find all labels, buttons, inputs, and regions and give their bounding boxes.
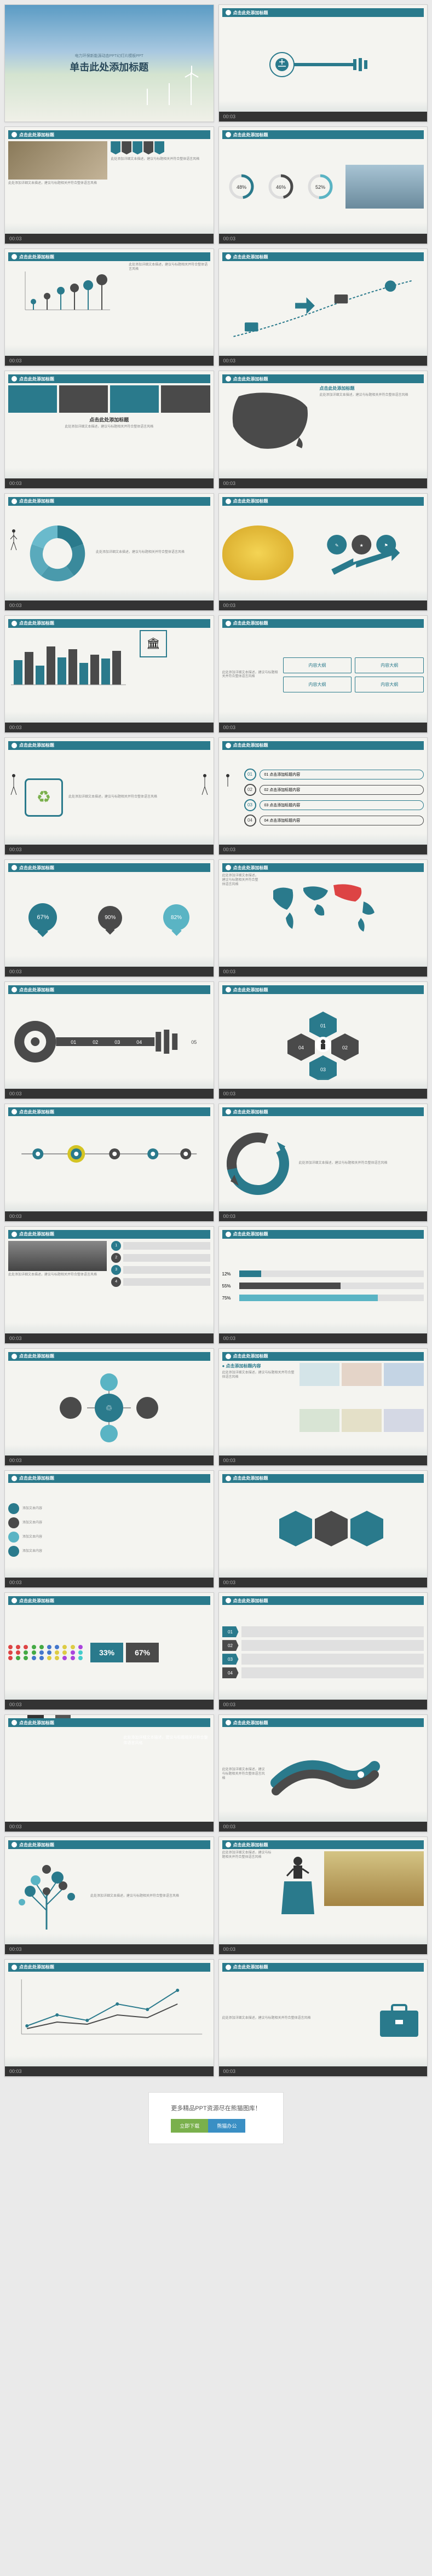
slide-2[interactable]: 点击此处添加标题 00:03 bbox=[218, 4, 428, 122]
svg-text:02: 02 bbox=[93, 1039, 98, 1045]
svg-text:04: 04 bbox=[298, 1045, 304, 1050]
svg-text:♲: ♲ bbox=[106, 1403, 113, 1412]
download-button[interactable]: 立即下载 bbox=[171, 2119, 208, 2133]
svg-text:48%: 48% bbox=[237, 184, 246, 190]
svg-text:52%: 52% bbox=[315, 184, 325, 190]
slide-16[interactable]: 点击此处添加标题 此处添加详细文本描述，建议与标题相关并符合整体语言风格 00:… bbox=[218, 859, 428, 977]
slide-33[interactable]: 点击此处添加标题 00:03 bbox=[4, 1959, 214, 2077]
slide-12[interactable]: 点击此处添加标题 此处添加详细文本描述，建议与标题相关并符合整体语言风格 内容大… bbox=[218, 615, 428, 733]
slide-11[interactable]: 点击此处添加标题 🏛 00:03 bbox=[4, 615, 214, 733]
footer-text: 更多精品PPT资源尽在熊猫图库！ bbox=[171, 2104, 261, 2112]
svg-text:05: 05 bbox=[191, 1039, 197, 1045]
slide-23[interactable]: 点击此处添加标题 ♲ 00:03 bbox=[4, 1348, 214, 1466]
slide-29[interactable]: 点击此处添加标题 此处添加详细文本描述，建议与标题相关并符合整体语言风格 00:… bbox=[4, 1714, 214, 1832]
slide-10[interactable]: 点击此处添加标题 ✎ ★ ⚑ 00:03 bbox=[218, 493, 428, 611]
slide-7[interactable]: 点击此处添加标题 点击此处添加标题 此处添加详细文本描述，建议与标题相关并符合整… bbox=[4, 371, 214, 488]
svg-text:03: 03 bbox=[114, 1039, 120, 1045]
slide-34[interactable]: 点击此处添加标题 此处添加详细文本描述，建议与标题相关并符合整体语言风格 00:… bbox=[218, 1959, 428, 2077]
slide-20[interactable]: 点击此处添加标题 此处添加详细文本描述，建议与标题相关并符合整体语言风格 00:… bbox=[218, 1104, 428, 1221]
slide-27[interactable]: 点击此处添加标题 33% 67% 00:03 bbox=[4, 1592, 214, 1710]
slide-32[interactable]: 点击此处添加标题 此处添加详细文本描述，建议与标题相关并符合整体语言风格 00:… bbox=[218, 1836, 428, 1954]
footer-promo: 更多精品PPT资源尽在熊猫图库！ 立即下载 熊猫办公 bbox=[0, 2081, 432, 2155]
svg-text:✎: ✎ bbox=[335, 543, 338, 548]
slide-6[interactable]: 点击此处添加标题 00:03 bbox=[218, 249, 428, 366]
slide-22[interactable]: 点击此处添加标题 12% 55% 75% 00:03 bbox=[218, 1226, 428, 1344]
slide-14[interactable]: 点击此处添加标题 0101 点击添加标题内容 0202 点击添加标题内容 030… bbox=[218, 737, 428, 855]
main-title: 单击此处添加标题 bbox=[70, 60, 148, 74]
slide-19[interactable]: 点击此处添加标题 00:03 bbox=[4, 1104, 214, 1221]
slide-1[interactable]: 电力环保新能源动态PPT幻灯片模板PPT 单击此处添加标题 bbox=[4, 4, 214, 122]
slide-24[interactable]: 点击此处添加标题 ● 点击添加标题内容 此处添加详细文本描述，建议与标题相关并符… bbox=[218, 1348, 428, 1466]
svg-text:⚑: ⚑ bbox=[384, 543, 388, 548]
slide-5[interactable]: 点击此处添加标题 此处添加详细文本描述，建议与标题相关并符合整体语言风格 00:… bbox=[4, 249, 214, 366]
brand-button[interactable]: 熊猫办公 bbox=[208, 2119, 245, 2133]
svg-text:01: 01 bbox=[71, 1039, 76, 1045]
slide-30[interactable]: 点击此处添加标题 此处添加详细文本描述，建议与标题相关并符合整体语言风格 00:… bbox=[218, 1714, 428, 1832]
slide-31[interactable]: 点击此处添加标题 此处添加详细文本描述，建议与标题相关并符合整体语言风格 00:… bbox=[4, 1836, 214, 1954]
slide-17[interactable]: 点击此处添加标题 01 02 03 04 05 00:03 bbox=[4, 981, 214, 1099]
slide-28[interactable]: 点击此处添加标题 01 02 03 04 00:03 bbox=[218, 1592, 428, 1710]
header-title: 点击此处添加标题 bbox=[233, 10, 268, 16]
slide-3[interactable]: 点击此处添加标题 此处添加详细文本描述，建议与标题相关并符合整体语言风格 此处添… bbox=[4, 126, 214, 244]
svg-text:46%: 46% bbox=[276, 184, 286, 190]
svg-text:02: 02 bbox=[342, 1045, 348, 1050]
slide-8[interactable]: 点击此处添加标题 点击此处添加标题 此处添加详细文本描述，建议与标题相关并符合整… bbox=[218, 371, 428, 488]
slide-26[interactable]: 点击此处添加标题 00:03 bbox=[218, 1470, 428, 1588]
svg-text:03: 03 bbox=[320, 1067, 326, 1072]
slide-18[interactable]: 点击此处添加标题 01 02 03 04 00:03 bbox=[218, 981, 428, 1099]
slide-25[interactable]: 点击此处添加标题 添加文本内容 添加文本内容 添加文本内容 添加文本内容 00:… bbox=[4, 1470, 214, 1588]
slide-9[interactable]: 点击此处添加标题 此处添加详细文本描述，建议与标题相关并符合整体语言风格 00:… bbox=[4, 493, 214, 611]
slide-grid: 电力环保新能源动态PPT幻灯片模板PPT 单击此处添加标题 点击此处添加标题 0… bbox=[0, 0, 432, 2081]
timestamp: 00:03 bbox=[223, 114, 236, 119]
slide-4[interactable]: 点击此处添加标题 48% 46% 52% 00:03 bbox=[218, 126, 428, 244]
slide-21[interactable]: 点击此处添加标题 此处添加详细文本描述，建议与标题相关并符合整体语言风格 1 2… bbox=[4, 1226, 214, 1344]
slide-13[interactable]: 点击此处添加标题 ♻ 此处添加详细文本描述，建议与标题相关并符合整体语言风格 0… bbox=[4, 737, 214, 855]
slide-15[interactable]: 点击此处添加标题 67% 90% 82% 00:03 bbox=[4, 859, 214, 977]
svg-text:01: 01 bbox=[320, 1023, 326, 1029]
svg-text:04: 04 bbox=[136, 1039, 142, 1045]
svg-text:★: ★ bbox=[359, 543, 363, 548]
subtitle: 电力环保新能源动态PPT幻灯片模板PPT bbox=[70, 53, 148, 59]
